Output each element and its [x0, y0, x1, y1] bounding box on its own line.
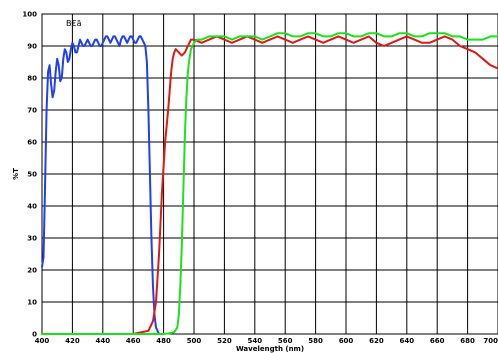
x-tick-label: 660 [430, 337, 445, 345]
series-line-1 [41, 35, 162, 335]
y-axis-title: %T [12, 168, 20, 180]
y-tick-label: 40 [27, 203, 37, 211]
x-tick-label: 560 [278, 337, 293, 345]
annotation-label: B€ã [66, 19, 82, 28]
y-tick-label: 10 [27, 299, 37, 307]
y-tick-label: 100 [22, 11, 37, 19]
x-tick-label: 680 [460, 337, 475, 345]
y-tick-label: 70 [27, 107, 37, 115]
x-tick-label: 520 [217, 337, 232, 345]
y-tick-label: 80 [27, 75, 37, 83]
series-line-2 [41, 35, 498, 335]
series-group [41, 32, 498, 335]
x-tick-label: 440 [95, 337, 110, 345]
y-tick-label: 30 [27, 235, 37, 243]
x-tick-label: 640 [399, 337, 414, 345]
x-tick-label: 500 [187, 337, 202, 345]
x-tick-label: 580 [308, 337, 323, 345]
x-axis-title: Wavelength (nm) [236, 345, 304, 353]
y-tick-label: 60 [27, 139, 37, 147]
series-line-3 [41, 32, 498, 335]
x-tick-label: 600 [339, 337, 354, 345]
x-tick-labels: 400 420 440 460 480 500 520 540 560 580 600 620 640 6… [35, 337, 498, 345]
y-tick-label: 90 [27, 43, 37, 51]
x-tick-label: 400 [35, 337, 50, 345]
x-tick-label: 620 [369, 337, 384, 345]
grid [41, 13, 498, 335]
y-tick-label: 20 [27, 267, 37, 275]
y-tick-label: 50 [27, 171, 37, 179]
x-tick-label: 460 [126, 337, 141, 345]
x-tick-label: 540 [247, 337, 262, 345]
x-tick-label: 700 [483, 337, 498, 345]
y-tick-labels: 0 10 20 30 40 50 60 70 80 90 100 [22, 11, 37, 339]
x-tick-label: 480 [156, 337, 171, 345]
y-tick-label: 0 [32, 331, 37, 339]
x-tick-label: 420 [65, 337, 80, 345]
plot-frame [41, 13, 498, 335]
